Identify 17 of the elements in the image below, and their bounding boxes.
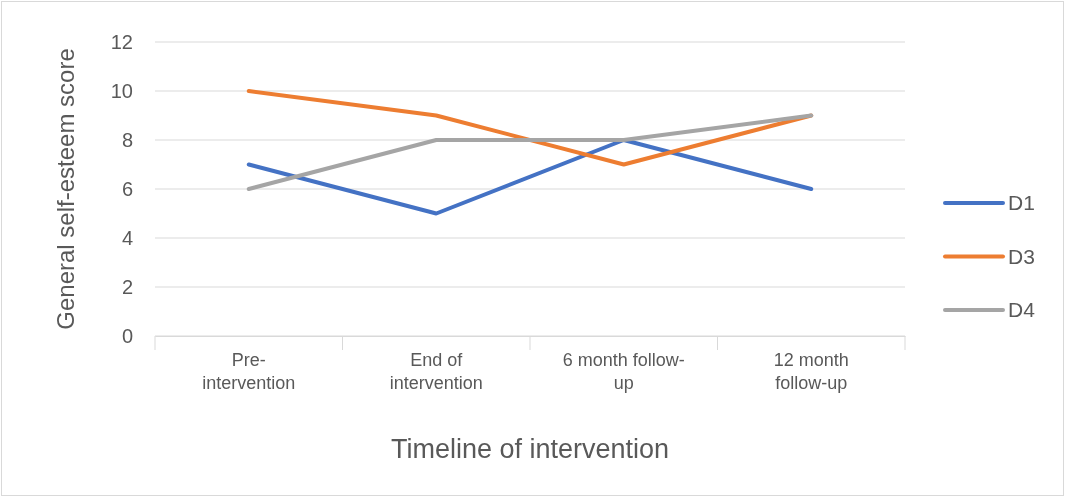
y-axis-title: General self-esteem score [52, 48, 79, 330]
legend-label: D4 [1008, 298, 1036, 321]
x-tick-label: 6 month follow-up [562, 350, 685, 393]
y-tick-label: 8 [121, 128, 133, 151]
legend-label: D3 [1008, 244, 1035, 268]
x-tick-label: 12 month follow-up [773, 350, 849, 393]
x-tick-label: Pre-intervention [202, 350, 296, 393]
y-tick-label: 2 [121, 275, 133, 298]
y-tick-label: 0 [121, 324, 133, 347]
line-series [246, 138, 814, 216]
y-tick-label: 4 [121, 226, 133, 249]
y-tick-label: 10 [110, 79, 133, 102]
legend-label: D1 [1008, 191, 1035, 214]
y-tick-label: 12 [110, 30, 133, 53]
x-tick-label: End of intervention [389, 350, 483, 393]
x-axis-title: Timeline of intervention [390, 434, 670, 464]
y-tick-label: 6 [121, 177, 133, 200]
